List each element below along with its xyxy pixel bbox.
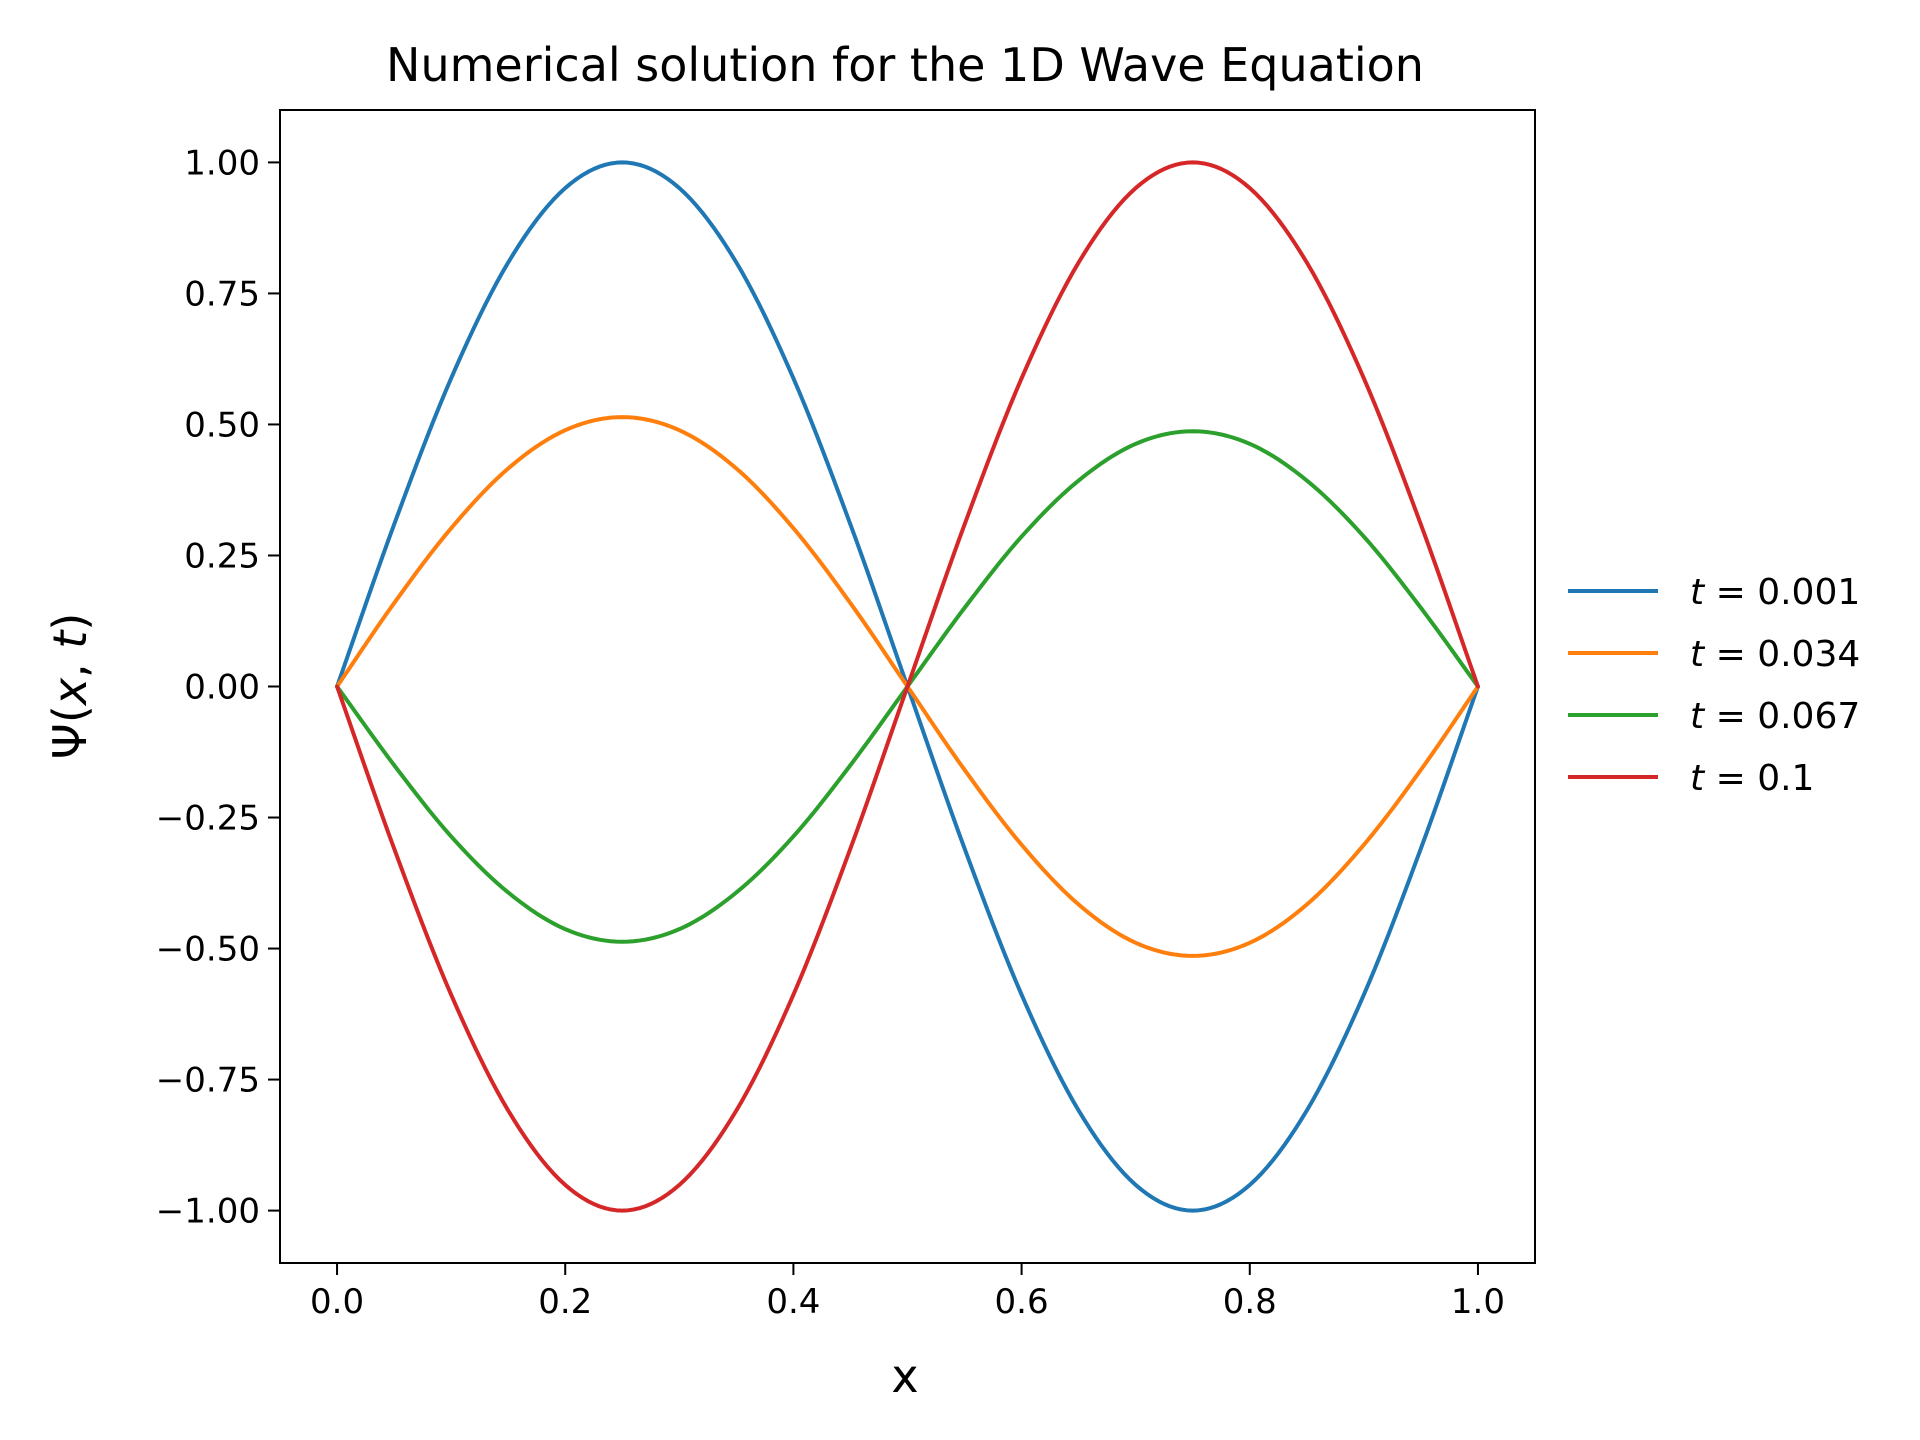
legend-label-value: 0.001 (1757, 572, 1860, 613)
series-line-4 (335, 160, 1480, 1213)
x-tick-label: 0.4 (766, 1282, 820, 1322)
y-axis-label-sep: , (43, 649, 97, 678)
y-axis-label-prefix: Ψ( (43, 705, 97, 759)
x-tick-label: 0.0 (310, 1282, 364, 1322)
y-tick-label: −0.75 (156, 1061, 260, 1101)
legend-label-eq: = (1704, 696, 1757, 737)
x-tick-label: 0.6 (995, 1282, 1049, 1322)
y-tick-label: 0.25 (184, 536, 260, 576)
legend-label-value: 0.067 (1757, 696, 1860, 737)
legend-label-var: t (1690, 634, 1706, 675)
legend-label-eq: = (1704, 572, 1757, 613)
y-axis-label-var-x: x (43, 677, 97, 707)
y-tick-label: −0.50 (156, 930, 260, 970)
legend-label-var: t (1690, 572, 1706, 613)
y-tick-label: −1.00 (156, 1192, 260, 1232)
legend-label-var: t (1690, 696, 1706, 737)
legend-label-2: t = 0.034 (1690, 634, 1860, 675)
y-tick-label: 0.50 (184, 405, 260, 445)
legend-label-3: t = 0.067 (1690, 696, 1860, 737)
x-axis-label: x (891, 1349, 918, 1403)
x-axis-ticks: 0.0 0.2 0.4 0.6 0.8 1.0 (310, 1263, 1505, 1322)
y-axis-ticks: 1.00 0.75 0.50 0.25 0.00 −0.25 −0.50 −0.75 −1.00 (156, 143, 280, 1232)
x-tick-label: 0.8 (1223, 1282, 1277, 1322)
legend-label-eq: = (1704, 634, 1757, 675)
legend-label-eq: = (1704, 758, 1757, 799)
series-layer (335, 160, 1480, 1213)
y-tick-label: 0.75 (184, 274, 260, 314)
legend-label-4: t = 0.1 (1690, 758, 1814, 799)
legend-label-var: t (1690, 758, 1706, 799)
legend-label-value: 0.034 (1757, 634, 1860, 675)
x-tick-label: 1.0 (1451, 1282, 1505, 1322)
plot-area (279, 109, 1536, 1264)
legend-label-1: t = 0.001 (1690, 572, 1860, 613)
y-tick-label: 1.00 (184, 143, 260, 183)
y-axis-label-var-t: t (43, 629, 97, 649)
legend-label-value: 0.1 (1757, 758, 1814, 799)
y-axis-label-suffix: ) (43, 613, 97, 631)
chart-title: Numerical solution for the 1D Wave Equat… (386, 38, 1424, 92)
y-axis-label: Ψ(x, t) (43, 613, 97, 760)
y-tick-label: −0.25 (156, 799, 260, 839)
x-tick-label: 0.2 (538, 1282, 592, 1322)
y-tick-label: 0.00 (184, 668, 260, 708)
